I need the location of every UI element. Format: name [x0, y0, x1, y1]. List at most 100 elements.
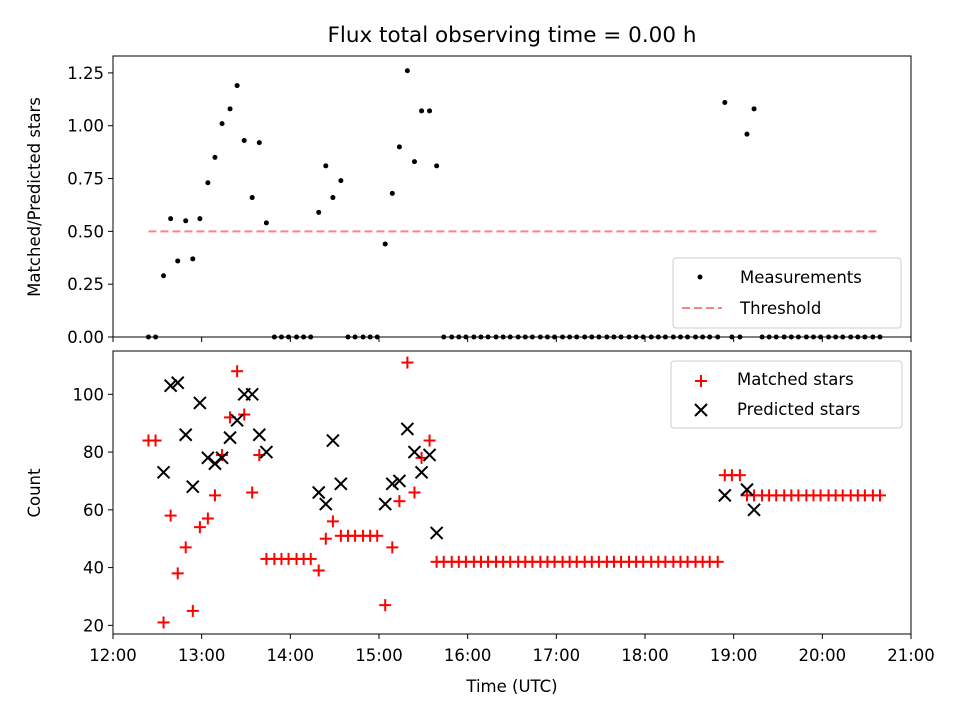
- matched-star-point: [231, 365, 244, 378]
- measurement-point: [751, 106, 757, 112]
- bottom-x-tick-label: 20:00: [799, 646, 847, 665]
- legend-matched-marker: [695, 375, 707, 387]
- matched-star-point: [208, 489, 221, 502]
- bottom-x-tick-label: 17:00: [533, 646, 581, 665]
- measurement-point: [175, 258, 181, 264]
- bottom-x-tick-label: 19:00: [710, 646, 758, 665]
- measurement-point: [190, 256, 196, 262]
- matched-star-point: [711, 555, 724, 568]
- predicted-star-point: [163, 378, 178, 393]
- predicted-star-point: [400, 422, 415, 436]
- top-y-axis: 0.00 0.25 0.50 0.75 1.00 1.25: [67, 64, 113, 347]
- top-y-tick-label: 0.50: [67, 222, 104, 241]
- bottom-y-tick-label: 20: [83, 616, 104, 635]
- bottom-x-axis: 12:00 13:00 14:00 15:00 16:00 17:00 18:00 19:00…: [89, 634, 935, 665]
- bottom-x-tick-label: 16:00: [444, 646, 492, 665]
- measurement-point: [205, 180, 211, 186]
- matched-star-point: [186, 604, 199, 617]
- top-y-tick-label: 1.00: [67, 117, 104, 136]
- measurement-point: [183, 218, 189, 224]
- predicted-star-point: [319, 497, 333, 511]
- predicted-star-point: [156, 465, 171, 479]
- top-x-axis: [112, 337, 912, 342]
- measurement-point: [316, 209, 322, 215]
- top-panel: Flux total observing time = 0.00 h Match…: [25, 23, 912, 347]
- matched-star-point: [312, 564, 325, 577]
- measurement-point: [427, 108, 433, 114]
- measurement-point: [227, 106, 233, 112]
- predicted-star-point: [311, 485, 326, 500]
- measurement-point: [382, 241, 388, 247]
- bottom-x-tick-label: 18:00: [621, 646, 669, 665]
- predicted-star-point: [259, 445, 274, 459]
- bottom-y-axis: 20 40 60 80 100: [73, 385, 113, 635]
- measurement-point: [744, 131, 750, 137]
- predicted-star-point: [414, 465, 429, 479]
- bottom-y-tick-label: 80: [83, 443, 104, 462]
- matched-star-point: [371, 529, 384, 542]
- bottom-x-tick-label: 13:00: [178, 646, 226, 665]
- predicted-star-point: [422, 448, 437, 462]
- bottom-y-tick-label: 100: [73, 385, 105, 404]
- matched-star-point: [164, 509, 177, 522]
- top-legend-box: [672, 257, 902, 329]
- predicted-star-point: [186, 480, 200, 494]
- measurement-point: [168, 216, 174, 222]
- measurement-point: [212, 154, 218, 160]
- matched-star-point: [193, 521, 206, 534]
- measurement-point: [389, 190, 395, 196]
- matched-star-point: [733, 469, 746, 482]
- predicted-star-point: [326, 433, 340, 448]
- measurement-point: [263, 220, 269, 226]
- bottom-y-tick-label: 40: [83, 559, 104, 578]
- predicted-star-point: [252, 428, 267, 442]
- matched-star-point: [319, 532, 332, 545]
- predicted-star-point: [429, 526, 444, 540]
- measurement-point: [241, 138, 247, 144]
- predicted-star-point: [378, 497, 392, 511]
- measurement-point: [197, 216, 203, 222]
- predicted-star-point: [178, 428, 193, 442]
- predicted-star-point: [385, 477, 400, 491]
- predicted-star-point: [215, 451, 229, 465]
- bottom-x-tick-label: 21:00: [887, 646, 935, 665]
- matched-star-point: [423, 434, 436, 447]
- predicted-star-point: [407, 445, 422, 459]
- top-y-tick-label: 0.75: [67, 170, 104, 189]
- matched-star-point: [246, 486, 259, 499]
- matched-star-point: [171, 567, 184, 580]
- predicted-star-point: [223, 430, 237, 445]
- top-y-axis-label: Matched/Predicted stars: [25, 97, 44, 297]
- measurement-point: [234, 83, 240, 89]
- measurement-point: [419, 108, 425, 114]
- matched-star-point: [379, 599, 392, 612]
- matched-star-point: [401, 356, 414, 369]
- matched-star-point: [149, 434, 162, 447]
- matched-star-point: [386, 541, 399, 554]
- measurement-point: [396, 144, 402, 150]
- predicted-star-point: [171, 376, 185, 390]
- top-y-tick-label: 1.25: [67, 64, 104, 83]
- bottom-x-tick-label: 12:00: [89, 646, 137, 665]
- measurement-point: [411, 159, 417, 165]
- predicted-star-point: [747, 503, 761, 517]
- top-legend: Measurements Threshold: [672, 257, 902, 329]
- predicted-star-point: [392, 474, 407, 488]
- legend-measurements-label: Measurements: [740, 268, 862, 287]
- measurement-point: [338, 178, 344, 184]
- measurement-point: [161, 273, 167, 279]
- predicted-star-point: [334, 477, 348, 491]
- bottom-legend: Matched stars Predicted stars: [670, 360, 903, 429]
- measurement-point: [249, 195, 255, 201]
- bottom-x-tick-label: 15:00: [355, 646, 403, 665]
- predicted-star-point: [740, 482, 754, 497]
- legend-matched-label: Matched stars: [737, 370, 854, 389]
- predicted-star-point: [718, 488, 732, 503]
- legend-threshold-label: Threshold: [739, 299, 821, 318]
- measurement-point: [323, 163, 329, 169]
- bottom-legend-box: [670, 360, 903, 429]
- top-chart-title: Flux total observing time = 0.00 h: [328, 23, 697, 48]
- predicted-star-point: [230, 413, 244, 428]
